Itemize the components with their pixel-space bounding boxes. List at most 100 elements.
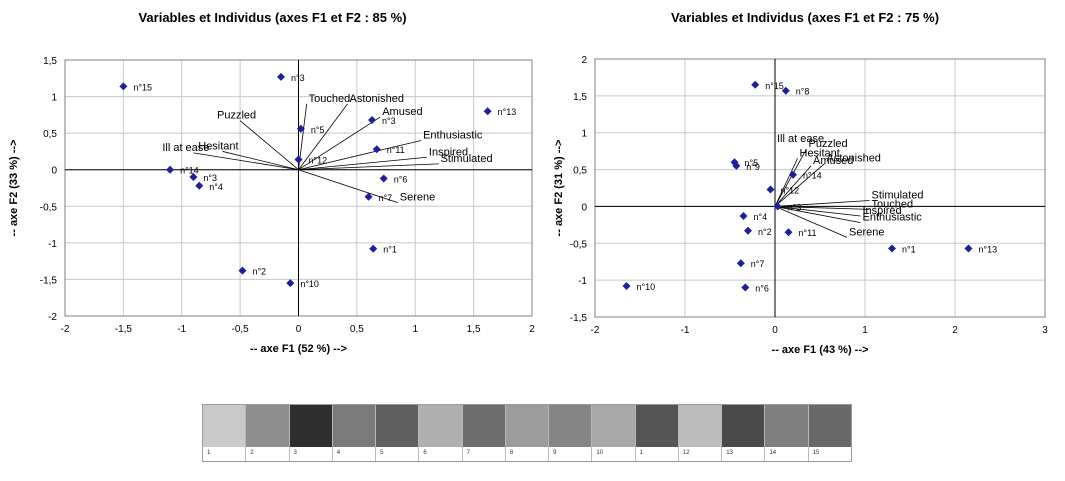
variable-label: Serene <box>400 192 435 204</box>
y-tick-label: 1,5 <box>43 56 57 67</box>
point-label: n°12 <box>781 185 800 195</box>
data-point <box>751 80 760 89</box>
data-point <box>195 181 204 190</box>
variable-label: Enthusiastic <box>863 212 923 224</box>
y-tick-label: 0 <box>581 202 587 213</box>
point-label: n°6 <box>394 174 408 184</box>
variable-vector <box>774 206 870 210</box>
variable-label: Serene <box>849 226 884 238</box>
point-label: n°10 <box>300 279 319 289</box>
frame-thumbnail <box>376 405 419 447</box>
x-tick-label: -0,5 <box>232 324 250 335</box>
point-label: n°9 <box>746 162 760 172</box>
data-point <box>744 226 752 235</box>
point-label: n°1 <box>902 244 916 254</box>
data-point <box>189 173 198 182</box>
y-tick-label: 2 <box>581 55 587 66</box>
data-point <box>296 124 305 133</box>
point-label: n°3 <box>788 202 802 212</box>
variable-label: Puzzled <box>809 138 848 150</box>
point-label: n°6 <box>755 284 769 294</box>
point-label: n°5 <box>745 158 759 168</box>
point-label: n°2 <box>252 267 266 277</box>
data-point <box>238 266 247 275</box>
data-point <box>364 192 373 201</box>
y-tick-label: -1,5 <box>570 313 588 324</box>
data-point <box>964 244 973 253</box>
film-frame: 6 <box>419 405 463 461</box>
frame-thumbnail <box>332 405 376 447</box>
data-point <box>369 244 378 253</box>
x-tick-label: 0 <box>296 324 302 335</box>
point-label: n°13 <box>979 244 998 254</box>
data-point <box>739 212 748 221</box>
variable-label: Enthusiastic <box>423 129 483 141</box>
variable-vector <box>774 158 798 207</box>
data-point <box>781 86 790 95</box>
x-tick-label: 2 <box>952 325 958 336</box>
point-label: n°5 <box>311 125 325 135</box>
point-label: n°1 <box>383 245 397 255</box>
frame-thumbnail <box>419 405 462 447</box>
data-point <box>732 161 741 170</box>
film-frame: 7 <box>462 405 506 461</box>
point-label: n°7 <box>379 193 393 203</box>
variable-vector <box>193 152 299 171</box>
frame-number: 5 <box>380 450 384 456</box>
x-tick-label: -2 <box>591 325 600 336</box>
data-point <box>766 185 775 194</box>
film-frame: 15 <box>808 405 851 461</box>
data-point <box>741 283 750 292</box>
point-label: n°14 <box>180 166 199 176</box>
y-tick-label: -1 <box>578 276 587 287</box>
x-tick-label: -1 <box>177 324 186 335</box>
frame-thumbnail <box>549 405 592 447</box>
frame-number: 12 <box>682 450 690 456</box>
frame-thumbnail <box>462 405 505 447</box>
variable-vector <box>239 120 299 171</box>
variable-label: Stimulated <box>872 190 924 202</box>
point-label: n°15 <box>133 82 152 92</box>
point-label: n°4 <box>209 182 223 192</box>
point-label: n°3 <box>291 73 305 83</box>
left-chart-panel: Variables et Individus (axes F1 et F2 : … <box>0 0 545 370</box>
frame-number: 1 <box>207 450 211 456</box>
x-axis-label: -- axe F1 (52 %) --> <box>250 343 347 355</box>
film-frame: 1 <box>635 405 679 461</box>
variable-label: Amused <box>813 155 853 167</box>
frame-number: 8 <box>509 450 514 456</box>
frame-number: 1 <box>639 450 643 456</box>
x-tick-label: 2 <box>529 324 535 335</box>
frame-number: 7 <box>466 450 470 456</box>
frame-thumbnail <box>505 405 549 447</box>
film-frame: 14 <box>765 405 809 461</box>
data-point <box>773 202 782 211</box>
point-label: n°14 <box>803 171 822 181</box>
frame-thumbnail <box>246 405 289 447</box>
data-point <box>622 282 631 291</box>
point-label: n°11 <box>387 145 405 155</box>
x-tick-label: 0,5 <box>350 324 364 335</box>
variable-label: Amused <box>382 106 422 118</box>
point-label: n°7 <box>751 259 765 269</box>
point-label: n°3 <box>203 173 217 183</box>
point-label: n°4 <box>754 212 768 222</box>
y-tick-label: 0,5 <box>573 166 587 177</box>
variable-vector <box>774 163 825 207</box>
x-tick-label: 1 <box>862 325 868 336</box>
variable-label: Astonished <box>350 93 404 105</box>
point-label: n°13 <box>498 107 517 117</box>
variable-label: Inspired <box>863 205 902 217</box>
variable-label: Hesitant <box>800 148 840 160</box>
variable-vector <box>298 156 427 171</box>
x-tick-label: -1,5 <box>115 324 133 335</box>
variable-vector <box>774 206 861 217</box>
film-frame: 2 <box>246 405 290 461</box>
variable-label: Touched <box>309 93 351 105</box>
data-point <box>888 244 896 253</box>
point-label: n°15 <box>765 81 784 91</box>
frame-number: 2 <box>250 450 254 456</box>
right-chart-title: Variables et Individus (axes F1 et F2 : … <box>670 10 940 25</box>
plot-frame <box>594 58 1046 318</box>
data-point <box>286 279 295 288</box>
